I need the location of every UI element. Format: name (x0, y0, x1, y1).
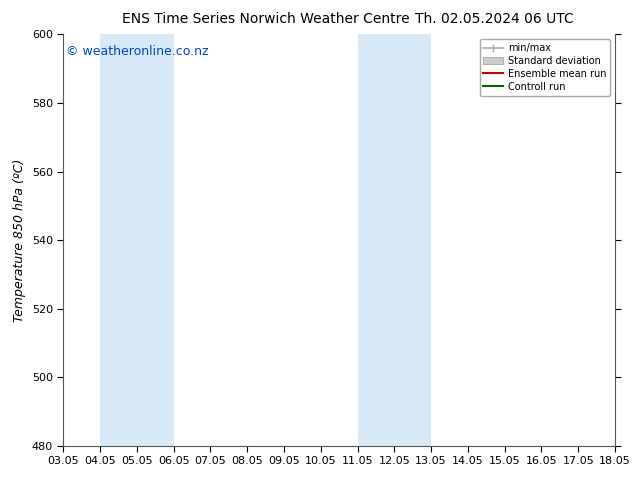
Bar (100, 34, 174, 446)
Bar (615, 34, 633, 446)
Legend: min/max, Standard deviation, Ensemble mean run, Controll run: min/max, Standard deviation, Ensemble me… (479, 39, 610, 96)
Text: © weatheronline.co.nz: © weatheronline.co.nz (66, 45, 209, 58)
Text: ENS Time Series Norwich Weather Centre: ENS Time Series Norwich Weather Centre (122, 12, 410, 26)
Text: Th. 02.05.2024 06 UTC: Th. 02.05.2024 06 UTC (415, 12, 574, 26)
Y-axis label: Temperature 850 hPa (ºC): Temperature 850 hPa (ºC) (13, 158, 26, 322)
Bar (358, 34, 431, 446)
